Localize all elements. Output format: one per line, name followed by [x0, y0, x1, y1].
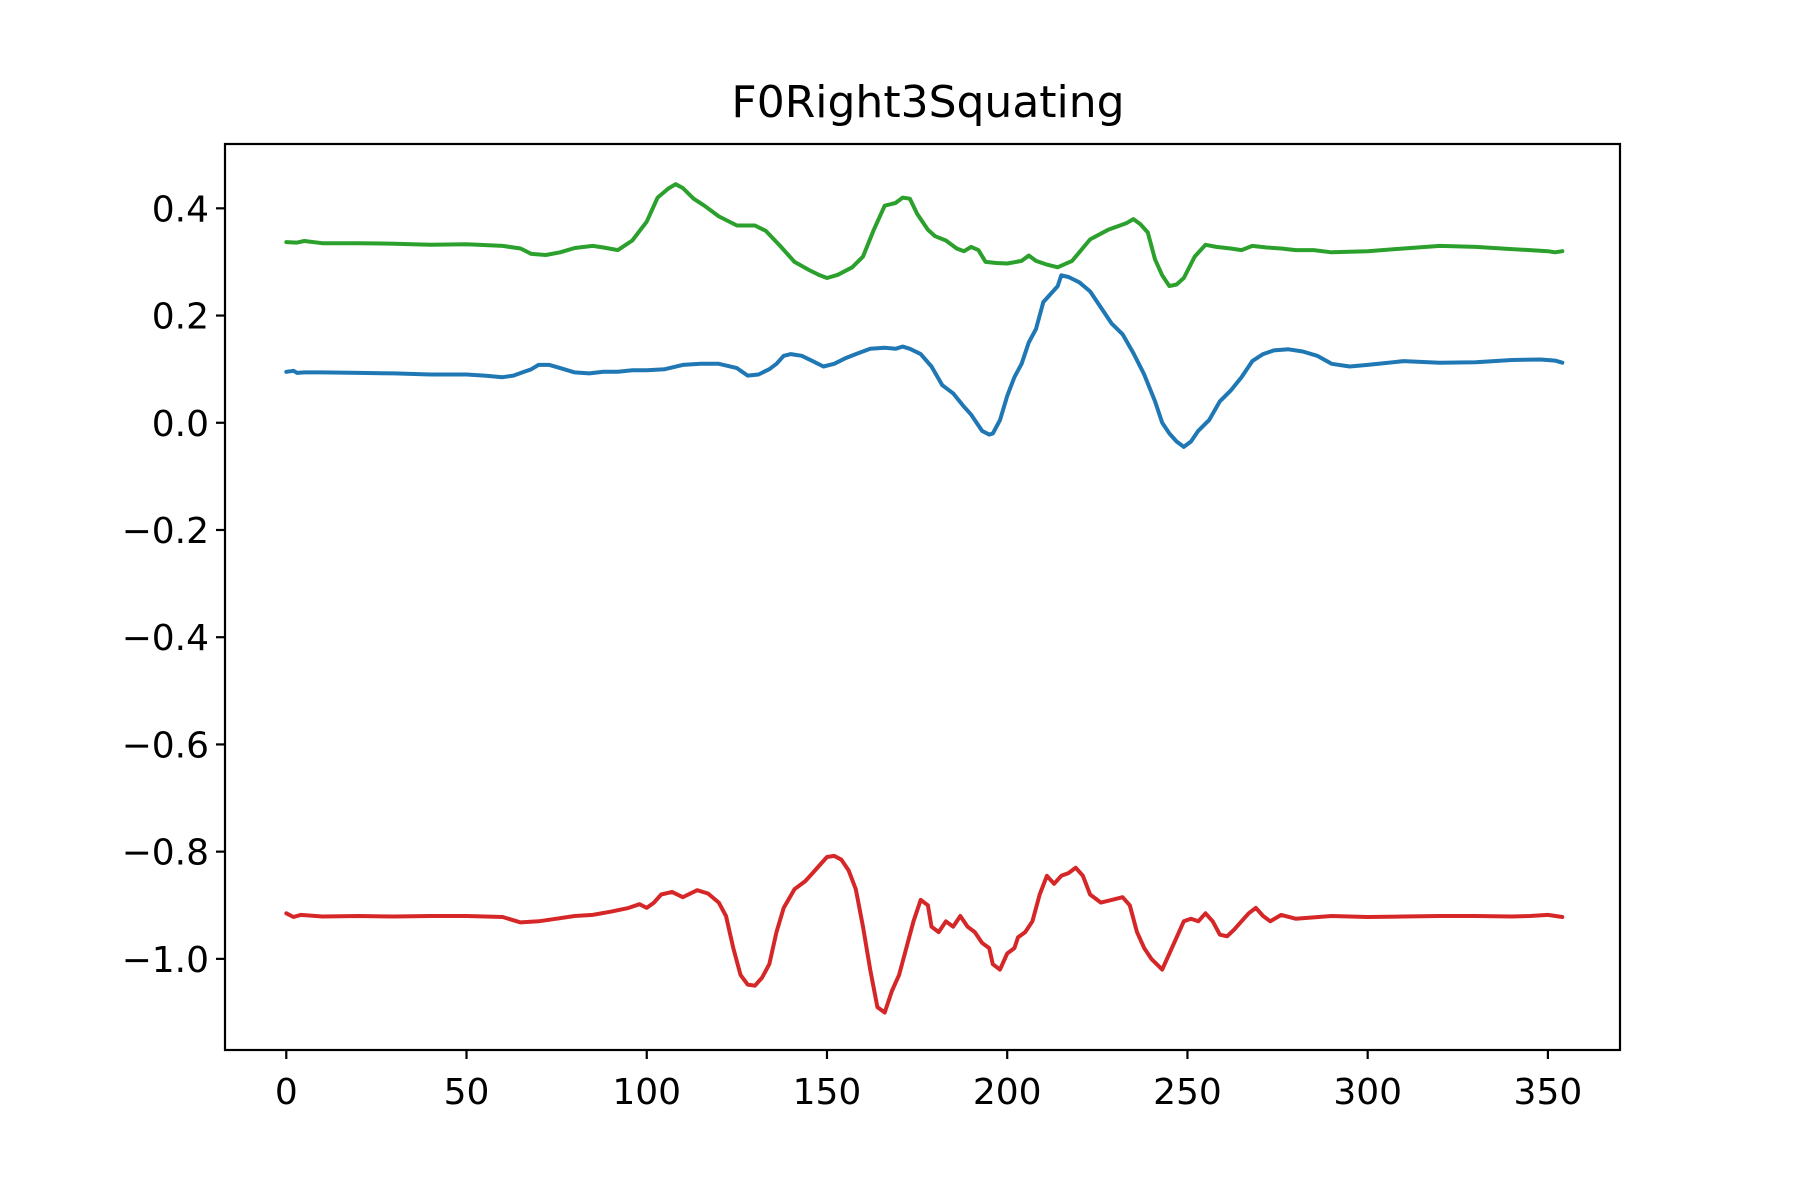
y-tick-label: −0.2 — [122, 511, 209, 552]
plot-frame — [223, 142, 1622, 1052]
x-tick-label: 150 — [793, 1072, 862, 1113]
series-line-1 — [284, 182, 1565, 289]
x-tick-label: 100 — [612, 1072, 681, 1113]
y-tick-label: −0.8 — [122, 833, 209, 874]
x-tick-label: 200 — [973, 1072, 1042, 1113]
chart-title: F0Right3Squating — [731, 77, 1124, 128]
x-tick-label: 0 — [275, 1072, 298, 1113]
y-tick-label: −1.0 — [122, 940, 209, 981]
y-tick-label: 0.0 — [152, 404, 209, 445]
y-tick-label: 0.2 — [152, 297, 209, 338]
x-tick-label: 250 — [1153, 1072, 1222, 1113]
y-tick-label: −0.6 — [122, 725, 209, 766]
x-tick-label: 300 — [1333, 1072, 1402, 1113]
series-layer — [284, 182, 1565, 1015]
x-tick-label: 50 — [444, 1072, 490, 1113]
x-axis: 0 50 100 150 200 250 300 350 — [275, 1050, 1582, 1113]
y-tick-label: 0.4 — [152, 189, 209, 230]
series-line-2 — [284, 273, 1565, 449]
y-tick-label: −0.4 — [122, 618, 209, 659]
series-line-3 — [284, 853, 1565, 1015]
x-tick-label: 350 — [1514, 1072, 1583, 1113]
y-axis: 0.4 0.2 0.0 −0.2 −0.4 −0.6 −0.8 −1.0 — [122, 189, 225, 981]
